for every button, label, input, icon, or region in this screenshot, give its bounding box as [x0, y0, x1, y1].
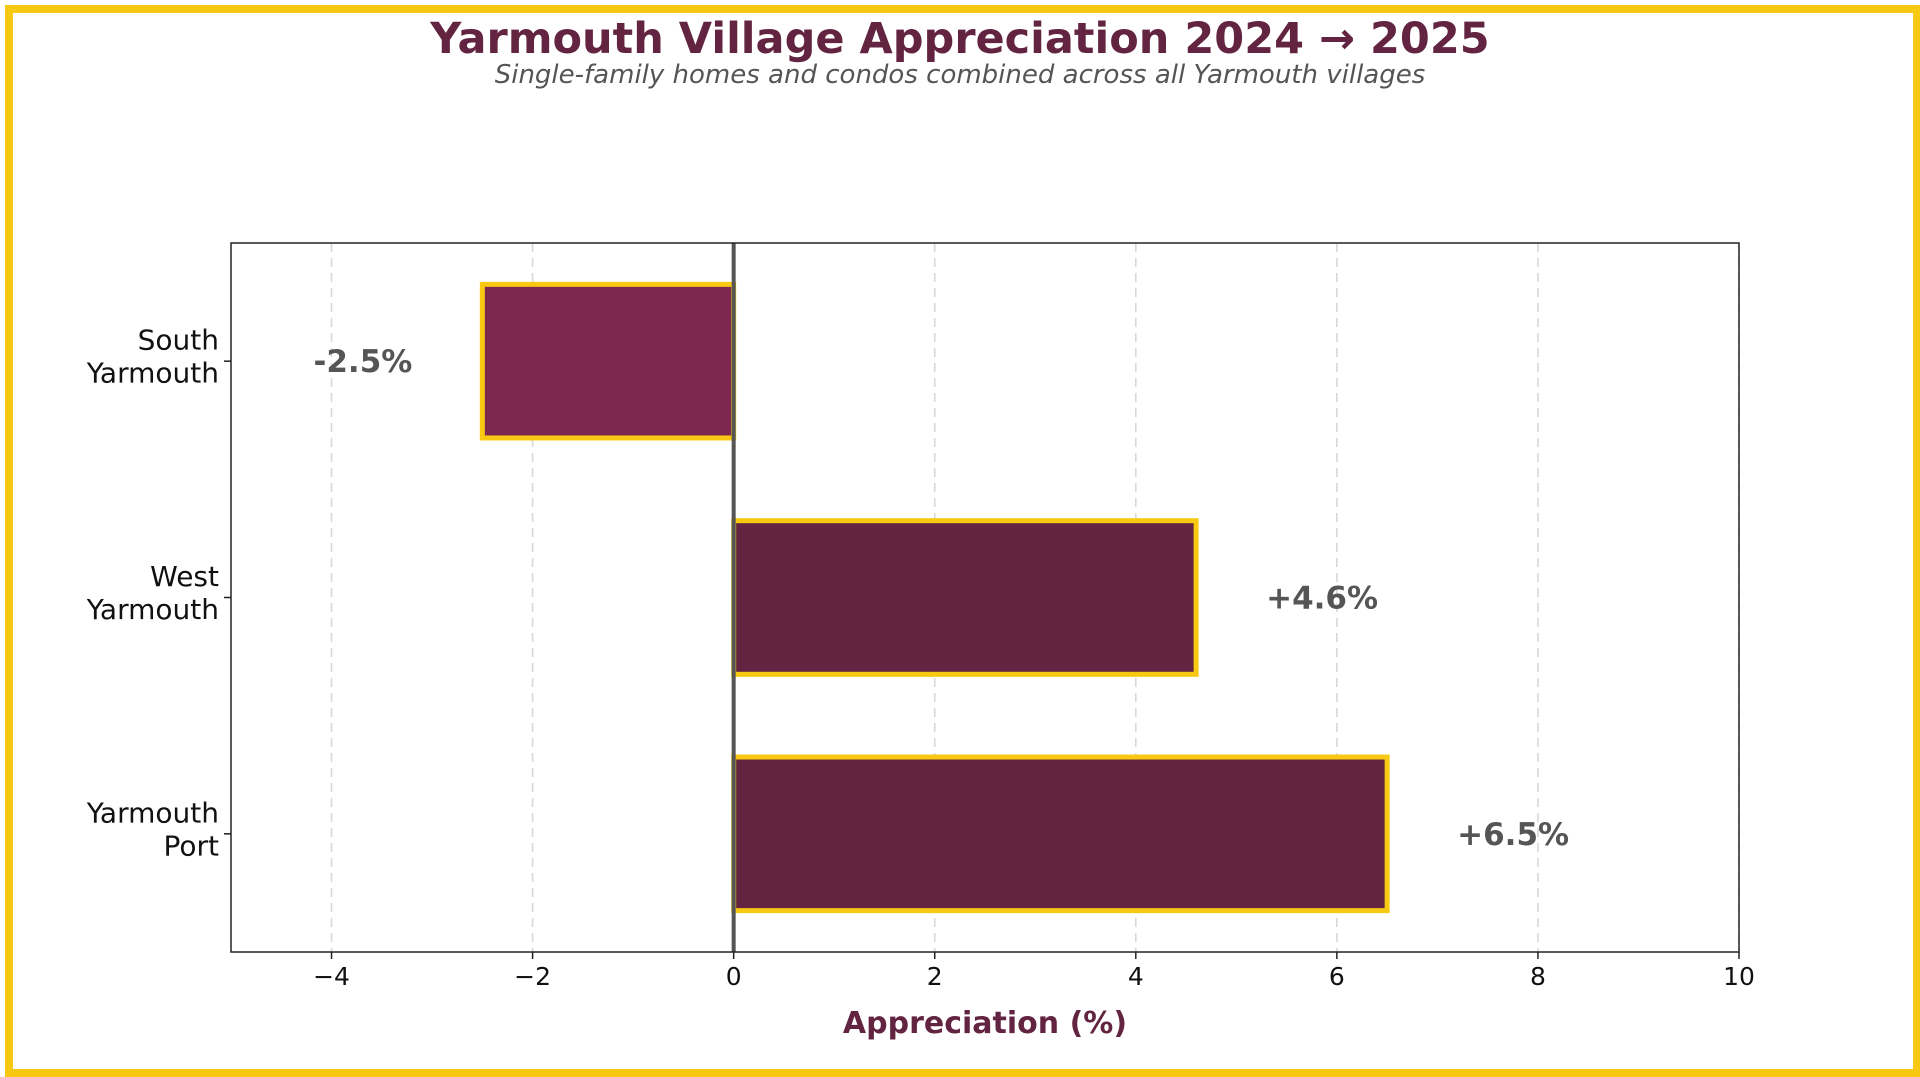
x-tick-label: 8 [1530, 962, 1546, 991]
data-label: +6.5% [1457, 817, 1569, 853]
y-tick-label: Port [163, 829, 219, 862]
x-tick-label: 4 [1128, 962, 1144, 991]
y-tick-label: Yarmouth [86, 357, 219, 390]
y-tick-label: West [150, 560, 219, 593]
bar [479, 281, 737, 441]
x-tick-label: −4 [313, 962, 350, 991]
chart-title: Yarmouth Village Appreciation 2024 → 202… [430, 14, 1490, 64]
bar [731, 754, 1390, 914]
y-tick-label: South [138, 324, 219, 357]
x-tick-label: −2 [514, 962, 551, 991]
x-tick-label: 10 [1723, 962, 1755, 991]
x-axis-label: Appreciation (%) [843, 1006, 1127, 1041]
bar [731, 518, 1199, 677]
x-tick-label: 2 [927, 962, 943, 991]
y-tick-label: Yarmouth [86, 593, 219, 626]
x-tick-label: 0 [726, 962, 742, 991]
data-label: -2.5% [313, 344, 412, 380]
data-label: +4.6% [1266, 581, 1378, 617]
y-tick-label: Yarmouth [86, 796, 219, 829]
x-tick-label: 6 [1329, 962, 1345, 991]
chart-subtitle: Single-family homes and condos combined … [494, 60, 1426, 90]
